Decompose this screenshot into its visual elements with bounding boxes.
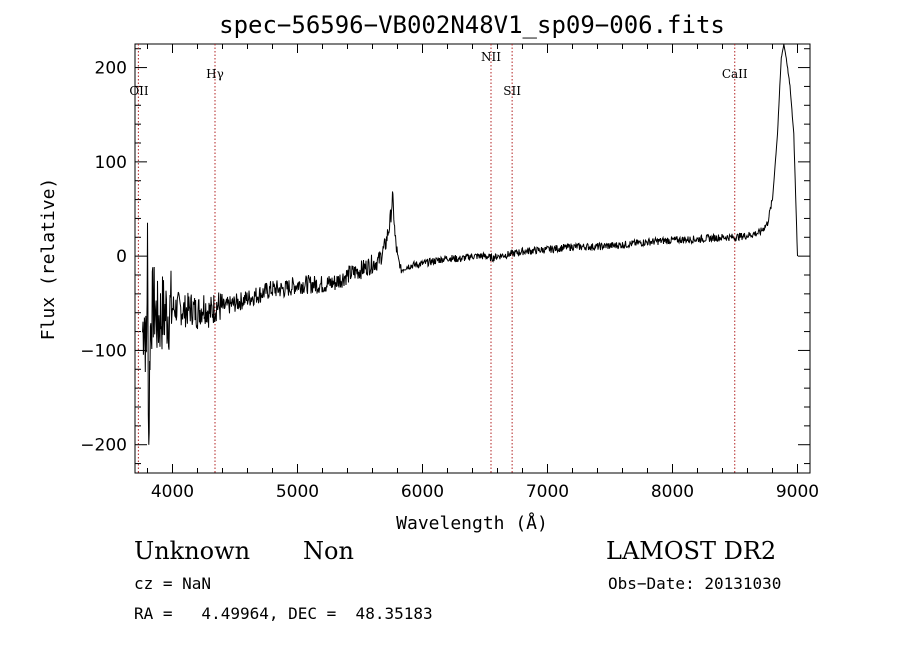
- sky-coordinates: RA = 4.49964, DEC = 48.35183: [134, 604, 433, 623]
- y-tick-label: −100: [80, 341, 127, 361]
- y-axis-label: Flux (relative): [38, 178, 59, 341]
- line-marker-label: OII: [129, 84, 149, 98]
- redshift-value: cz = NaN: [134, 574, 212, 593]
- y-tick-label: 0: [116, 247, 127, 267]
- axes: 4000 5000 6000 7000 8000 9000 −200 −100 0 100 200: [80, 43, 819, 502]
- chart-title: spec−56596−VB002N48V1_sp09−006.fits: [219, 11, 725, 39]
- spectrum-series: [142, 44, 798, 445]
- survey-name: LAMOST DR2: [606, 537, 777, 565]
- x-tick-label: 9000: [776, 482, 819, 502]
- line-marker-label: SII: [503, 84, 521, 98]
- y-tick-label: 100: [95, 153, 127, 173]
- object-subclass: Non: [303, 537, 354, 565]
- y-tick-label: −200: [80, 436, 127, 456]
- x-tick-label: 8000: [651, 482, 694, 502]
- x-axis-label: Wavelength (Å): [396, 512, 548, 534]
- y-tick-label: 200: [95, 59, 127, 79]
- x-tick-label: 6000: [401, 482, 444, 502]
- spectrum-line: [142, 44, 798, 445]
- line-marker-label: CaII: [722, 67, 748, 81]
- line-marker-label: Hγ: [206, 67, 224, 81]
- line-marker-label: NII: [481, 50, 501, 64]
- observation-date: Obs−Date: 20131030: [608, 574, 782, 593]
- x-tick-label: 5000: [276, 482, 319, 502]
- object-class: Unknown: [134, 537, 251, 565]
- emission-line-markers: OII Hγ NII SII CaII: [129, 44, 748, 473]
- x-tick-label: 4000: [151, 482, 194, 502]
- x-tick-label: 7000: [526, 482, 569, 502]
